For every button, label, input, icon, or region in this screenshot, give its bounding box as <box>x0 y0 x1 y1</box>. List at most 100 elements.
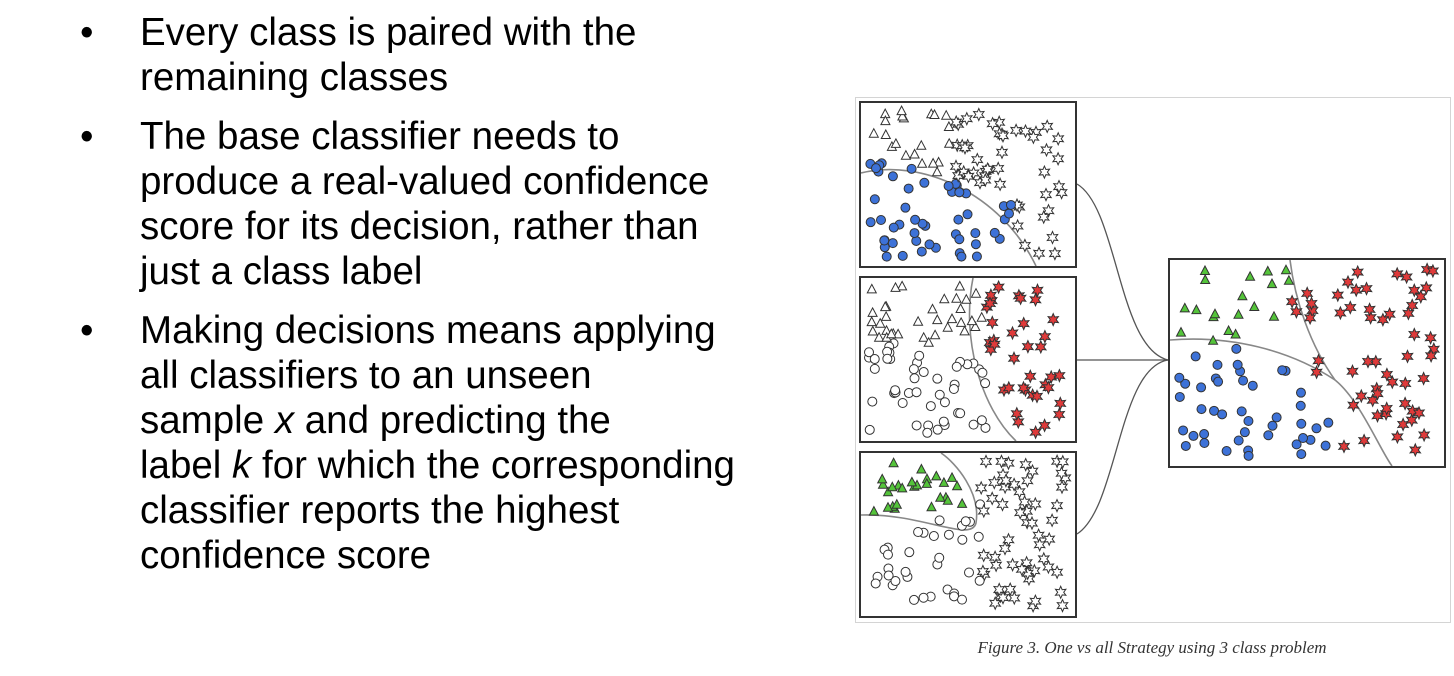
circle-icon <box>890 385 901 396</box>
circle-icon <box>932 373 943 384</box>
star-icon <box>1371 408 1384 423</box>
star-icon <box>1010 406 1024 421</box>
combined-result-panel <box>1168 258 1446 468</box>
star-icon <box>992 279 1005 295</box>
triangle-icon <box>938 293 950 304</box>
star-icon <box>1390 266 1404 282</box>
circle-icon <box>867 396 878 407</box>
star-icon <box>974 480 988 496</box>
triangle-icon <box>943 120 955 131</box>
triangle-icon <box>868 127 880 138</box>
circle-icon <box>1291 439 1302 450</box>
binary-classifier-panel <box>859 451 1077 618</box>
star-icon <box>1042 559 1055 575</box>
circle-icon <box>954 234 965 245</box>
bullet-text: remaining classes <box>140 56 449 99</box>
circle-icon <box>1231 343 1242 354</box>
star-icon <box>1412 405 1426 421</box>
circle-icon <box>964 567 975 578</box>
star-icon <box>1055 465 1068 481</box>
bullet-text: The base classifier needs to <box>140 115 620 158</box>
one-vs-all-figure <box>855 97 1451 623</box>
circle-icon <box>911 387 922 398</box>
star-icon <box>999 473 1013 488</box>
star-icon <box>1038 164 1051 180</box>
star-icon <box>1334 305 1347 321</box>
circle-icon <box>953 214 964 225</box>
star-icon <box>988 337 1001 352</box>
star-icon <box>1424 348 1438 364</box>
circle-icon <box>948 384 959 395</box>
circle-icon <box>879 235 890 246</box>
circle-icon <box>883 570 894 581</box>
triangle-icon <box>929 329 941 340</box>
star-icon <box>1017 316 1030 331</box>
star-icon <box>1029 292 1042 308</box>
star-icon <box>1040 119 1054 134</box>
star-icon <box>1380 367 1394 382</box>
star-icon <box>1420 280 1433 296</box>
star-icon <box>1305 296 1318 311</box>
triangle-icon <box>951 292 962 303</box>
star-icon <box>1033 537 1046 552</box>
circle-icon <box>914 350 925 361</box>
bullet-text: sample x and predicting the <box>140 399 611 442</box>
star-icon <box>1048 246 1062 261</box>
star-icon <box>1018 494 1031 510</box>
bullet-text: score for its decision, rather than <box>140 205 699 248</box>
star-icon <box>1038 329 1052 344</box>
bullet-text: just a class label <box>140 250 423 293</box>
circle-icon <box>934 515 945 526</box>
circle-icon <box>903 183 914 194</box>
circle-icon <box>869 194 880 205</box>
circle-icon <box>968 419 979 430</box>
circle-icon <box>1190 351 1201 362</box>
star-icon <box>1053 368 1066 383</box>
circle-icon <box>960 516 971 527</box>
star-icon <box>1312 353 1325 368</box>
circle-icon <box>932 424 943 435</box>
triangle-icon <box>921 477 933 488</box>
star-icon <box>1337 439 1351 454</box>
figure-connector-lines <box>1076 183 1169 535</box>
triangle-icon <box>1262 265 1274 276</box>
circle-icon <box>973 531 984 542</box>
circle-icon <box>1243 416 1254 427</box>
star-icon <box>1021 339 1035 354</box>
triangle-icon <box>880 310 892 321</box>
triangle-icon <box>976 311 988 322</box>
triangle-icon <box>896 482 908 493</box>
circle-icon <box>870 163 881 174</box>
circle-icon <box>1247 380 1258 391</box>
bullet-icon: • <box>80 309 94 352</box>
star-icon <box>1042 380 1055 395</box>
triangle-icon <box>1237 290 1248 301</box>
star-icon <box>996 128 1010 144</box>
star-icon <box>1400 269 1413 285</box>
star-icon <box>1011 218 1024 234</box>
circle-icon <box>908 364 919 375</box>
triangle-icon <box>955 316 967 327</box>
circle-icon <box>922 427 933 438</box>
star-icon <box>981 161 994 177</box>
bullet-text: produce a real-valued confidence <box>140 160 710 203</box>
star-icon <box>1360 281 1373 296</box>
star-icon <box>1341 274 1355 290</box>
triangle-icon <box>916 463 927 474</box>
star-icon <box>1028 563 1041 579</box>
triangle-icon <box>880 128 892 139</box>
triangle-icon <box>877 478 889 489</box>
circle-icon <box>1277 365 1288 376</box>
triangle-icon <box>896 280 908 291</box>
triangle-icon <box>888 457 899 468</box>
triangle-icon <box>900 149 912 160</box>
star-icon <box>1376 312 1390 327</box>
circle-icon <box>918 367 929 378</box>
circle-icon <box>865 217 876 228</box>
circle-icon <box>1239 427 1250 438</box>
circle-icon <box>957 594 968 605</box>
star-icon <box>1019 457 1032 472</box>
circle-icon <box>971 251 982 262</box>
circle-icon <box>1271 412 1282 423</box>
circle-icon <box>939 397 950 408</box>
